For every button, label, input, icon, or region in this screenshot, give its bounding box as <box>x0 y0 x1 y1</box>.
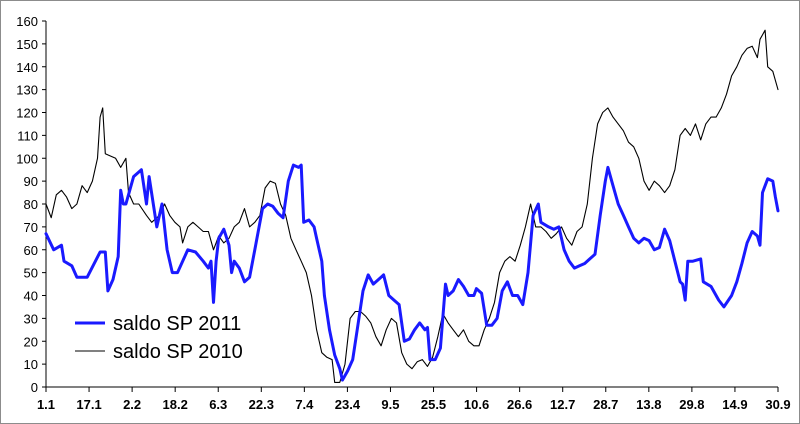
y-tick-label: 70 <box>24 220 38 235</box>
x-tick-label: 26.6 <box>507 397 532 412</box>
x-tick-label: 28.7 <box>593 397 618 412</box>
legend: saldo SP 2011 saldo SP 2010 <box>75 313 243 363</box>
x-tick-label: 7.4 <box>295 397 314 412</box>
x-tick-label: 23.4 <box>335 397 361 412</box>
y-tick-label: 100 <box>16 151 38 166</box>
y-tick-label: 120 <box>16 106 38 121</box>
x-tick-label: 29.8 <box>679 397 704 412</box>
x-tick-label: 1.1 <box>37 397 55 412</box>
tick-labels: 0 10 20 30 40 50 60 70 80 90 100 110 120 130 140 150 160… <box>16 14 790 412</box>
x-tick-label: 25.5 <box>421 397 446 412</box>
y-tick-label: 10 <box>24 357 38 372</box>
y-tick-label: 50 <box>24 266 38 281</box>
x-tick-label: 18.2 <box>163 397 188 412</box>
y-tick-label: 30 <box>24 311 38 326</box>
x-tick-label: 17.1 <box>76 397 101 412</box>
series-lines <box>44 29 780 383</box>
x-tick-label: 6.3 <box>209 397 227 412</box>
y-tick-label: 130 <box>16 83 38 98</box>
x-tick-label: 10.6 <box>464 397 489 412</box>
legend-item-2011-label: saldo SP 2011 <box>113 313 241 335</box>
y-tick-label: 20 <box>24 334 38 349</box>
x-tick-label: 9.5 <box>381 397 399 412</box>
y-tick-label: 80 <box>24 197 38 212</box>
y-tick-label: 60 <box>24 243 38 258</box>
legend-item-2010-label: saldo SP 2010 <box>113 341 243 363</box>
x-tick-label: 14.9 <box>722 397 747 412</box>
y-tick-label: 150 <box>16 37 38 52</box>
y-tick-label: 40 <box>24 289 38 304</box>
x-tick-label: 30.9 <box>765 397 790 412</box>
y-tick-label: 160 <box>16 14 38 29</box>
y-tick-label: 110 <box>17 128 38 143</box>
x-tick-label: 12.7 <box>550 397 575 412</box>
x-tick-label: 13.8 <box>636 397 661 412</box>
x-tick-label: 22.3 <box>249 397 274 412</box>
y-tick-label: 140 <box>16 60 38 75</box>
y-tick-label: 0 <box>31 380 38 395</box>
series-line-2011 <box>44 163 780 382</box>
x-tick-label: 2.2 <box>123 397 141 412</box>
series-line-2010 <box>45 29 779 383</box>
y-tick-label: 90 <box>24 174 38 189</box>
